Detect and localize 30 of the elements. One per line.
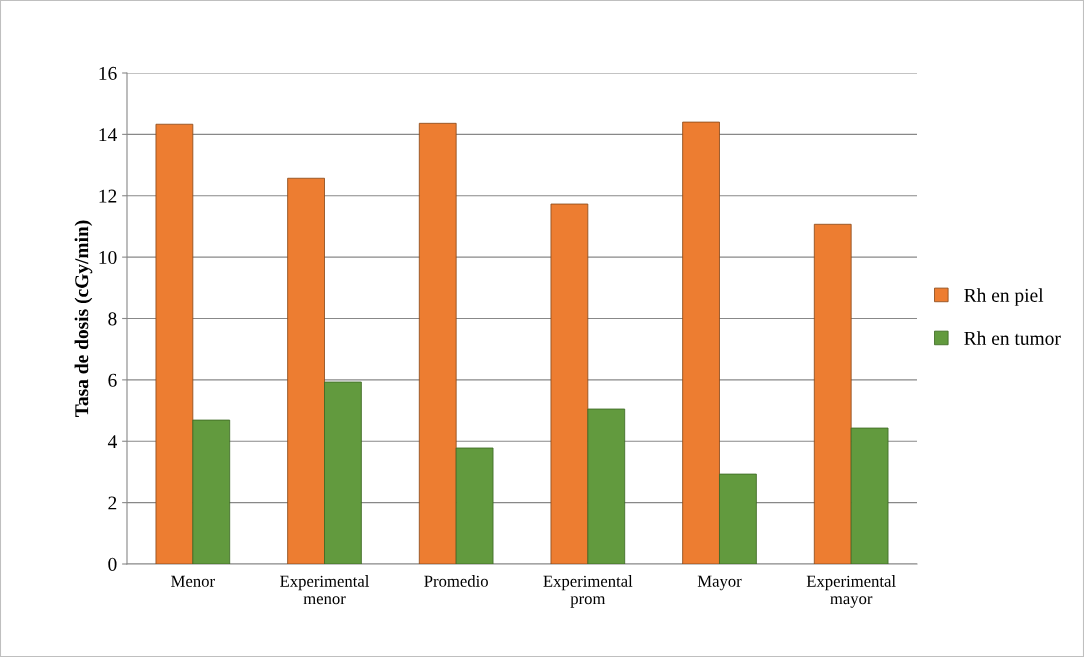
y-tick-label: 16	[99, 66, 117, 80]
x-tick-label: Promedio	[424, 575, 488, 587]
bar	[587, 408, 626, 564]
bar	[287, 177, 325, 564]
bar	[155, 123, 194, 564]
y-tick-label: 8	[108, 312, 117, 326]
y-tick-label: 14	[99, 128, 117, 142]
y-tick-label: 12	[99, 189, 117, 203]
bar	[850, 427, 889, 564]
y-axis-title: Tasa de dosis (cGy/min)	[74, 220, 93, 417]
bar	[192, 419, 231, 564]
bar	[682, 121, 720, 564]
y-tick-label: 0	[108, 557, 117, 571]
bar	[813, 223, 852, 564]
bar	[719, 473, 757, 564]
bar	[550, 203, 589, 564]
y-tick-label: 4	[107, 435, 117, 448]
legend-label: Rh en tumor	[964, 331, 1061, 345]
x-tick-label: Experimental prom	[543, 575, 633, 608]
y-tick-label: 6	[108, 373, 117, 387]
x-tick-label: Experimental mayor	[806, 575, 896, 608]
legend-label: Rh en piel	[964, 288, 1044, 306]
y-tick-label: 10	[99, 250, 117, 265]
bar	[418, 122, 457, 564]
x-tick-label: Experimental menor	[280, 575, 370, 605]
bar	[455, 447, 494, 564]
y-tick-label: 2	[108, 496, 117, 510]
bar	[324, 381, 362, 564]
x-tick-label: Menor	[171, 575, 215, 587]
x-tick-label: Mayor	[697, 575, 742, 591]
